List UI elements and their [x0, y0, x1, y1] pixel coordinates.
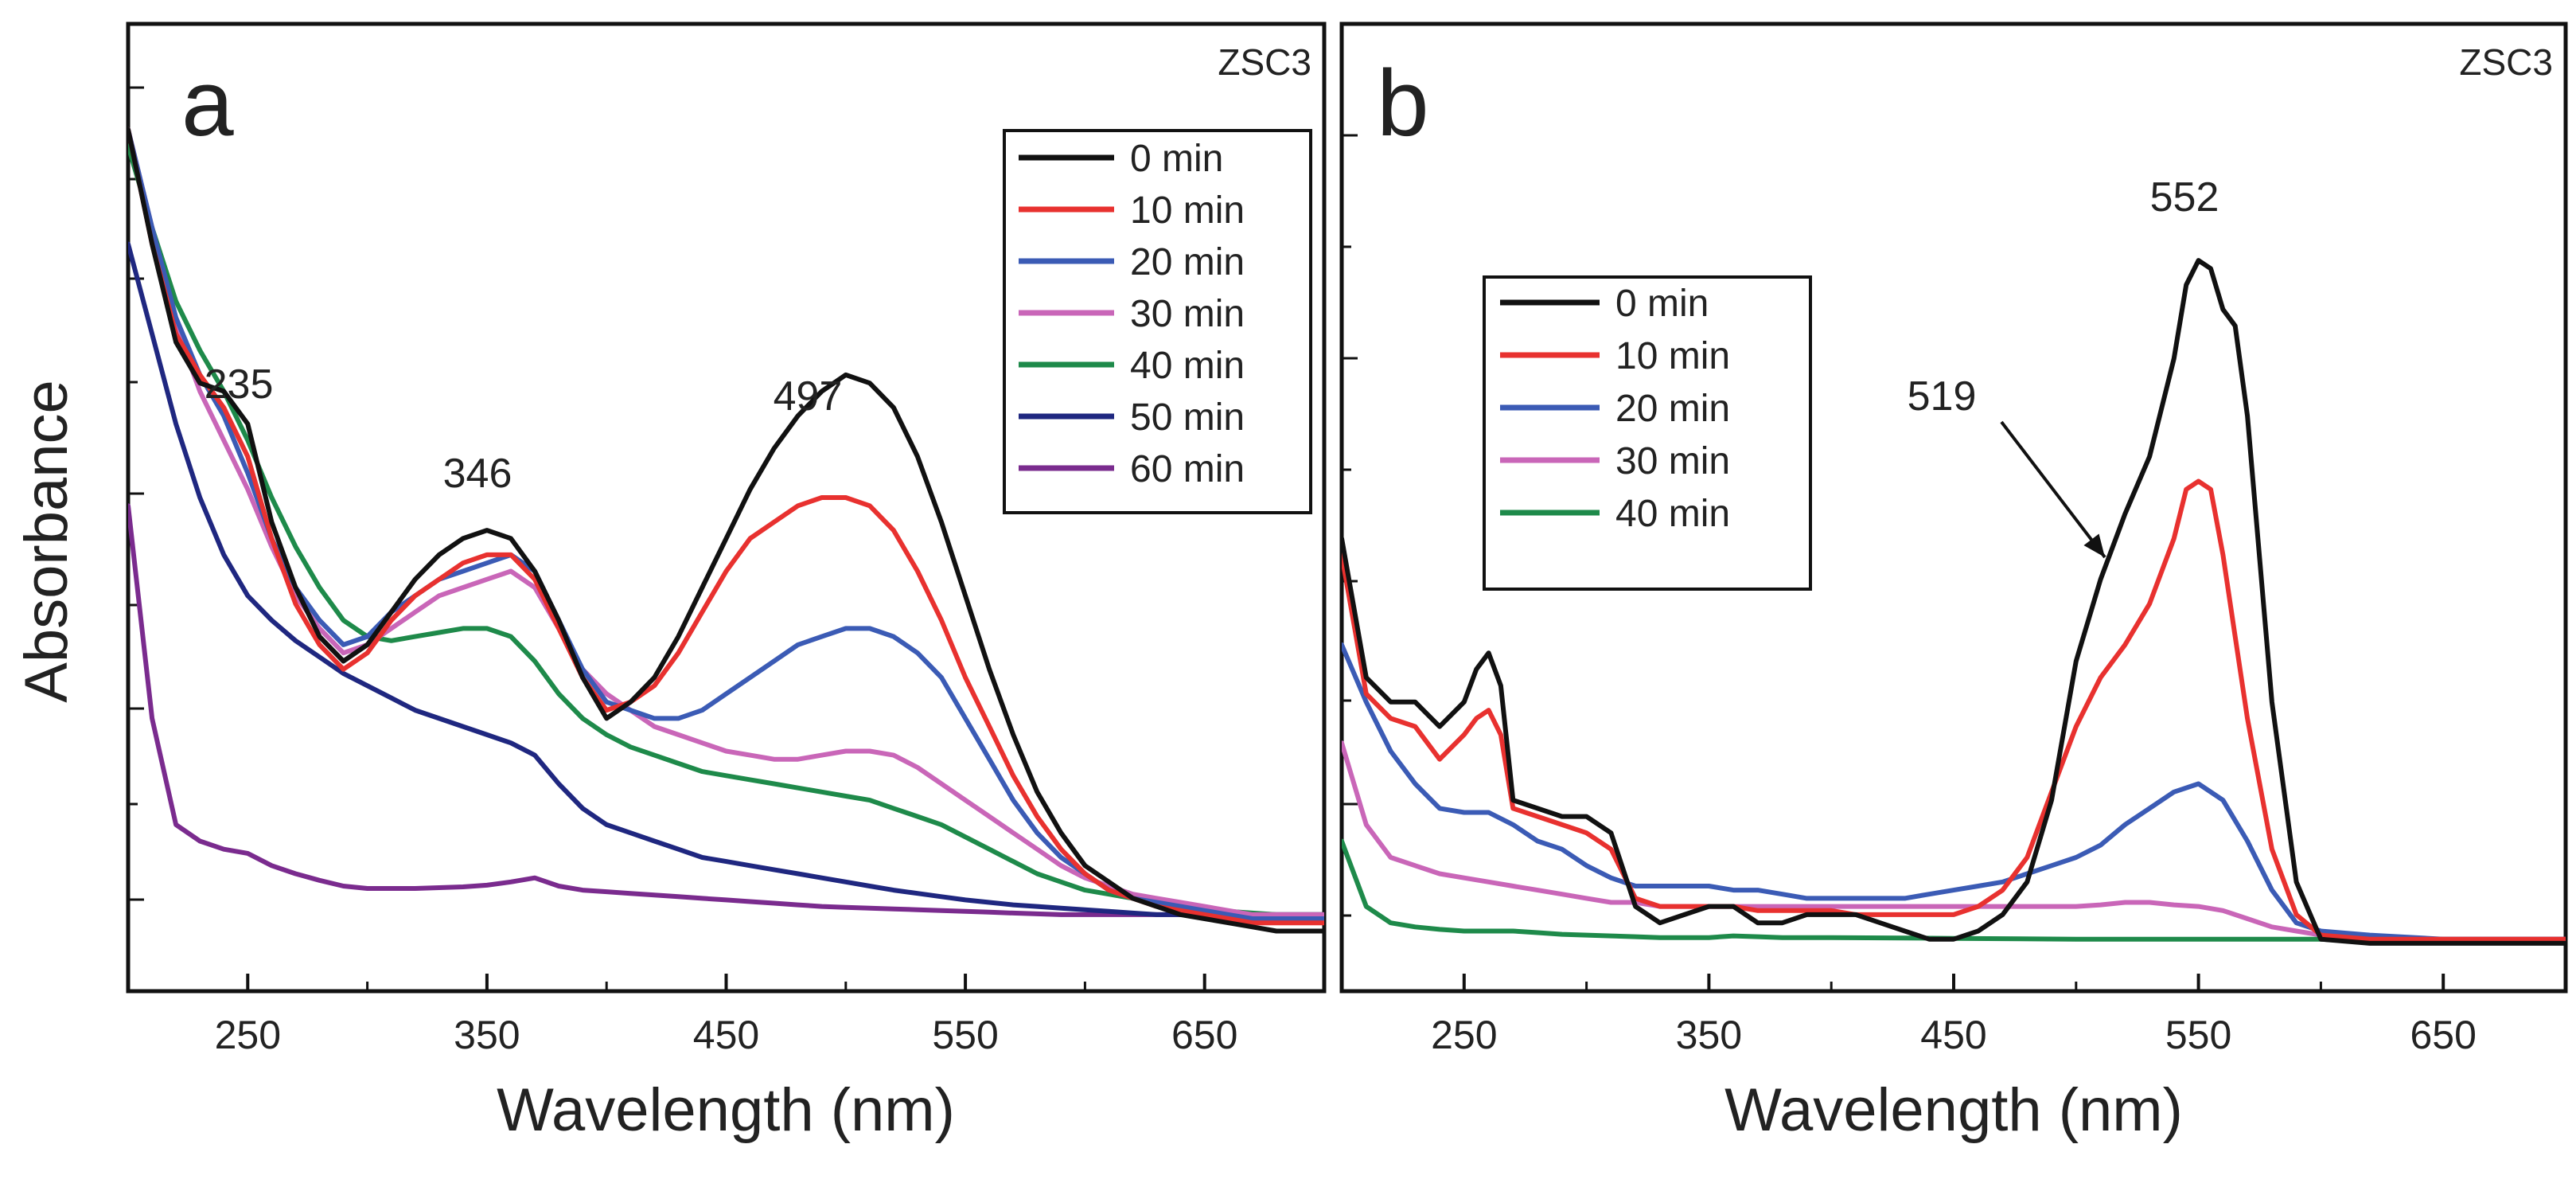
series-line-40-min	[1342, 838, 2566, 942]
peak-annotation-497: 497	[774, 373, 843, 420]
panel-b-x-tick-label: 350	[1676, 1013, 1742, 1057]
panel-a: 250 350 450 550 650 a ZSC3 235 346 497 0 min 10…	[126, 21, 1327, 1144]
series-line-0-min	[128, 127, 1324, 934]
series-line-10-min	[1342, 478, 2566, 942]
y-axis-label: Absorbance	[13, 380, 80, 703]
panel-b-x-tick-label: 450	[1920, 1013, 1986, 1057]
legend-label: 20 min	[1130, 241, 1245, 283]
panel-b-letter: b	[1377, 51, 1429, 156]
legend-label: 40 min	[1615, 493, 1730, 535]
panel-a-annotations: 235 346 497	[205, 361, 843, 497]
peak-annotation-552: 552	[2150, 174, 2219, 221]
panel-a-x-tick-label: 650	[1171, 1013, 1237, 1057]
series-line-20-min	[1342, 642, 2566, 942]
series-line-50-min	[128, 241, 1324, 917]
panel-a-x-tick-label: 350	[454, 1013, 520, 1057]
series-line-0-min	[1342, 258, 2566, 946]
panel-b-legend: 0 min 10 min 20 min 30 min 40 min	[1483, 275, 1812, 591]
panel-b-x-tick-label: 650	[2410, 1013, 2476, 1057]
legend-label: 20 min	[1615, 388, 1730, 430]
panel-a-series	[128, 127, 1324, 934]
panel-b-corner-label: ZSC3	[2459, 41, 2553, 83]
panel-a-x-tick-label: 250	[215, 1013, 281, 1057]
panel-b-legend-box	[1483, 275, 1812, 591]
legend-label: 10 min	[1615, 335, 1730, 377]
series-line-30-min	[1342, 740, 2566, 942]
legend-label: 0 min	[1130, 138, 1223, 180]
panel-a-corner-label: ZSC3	[1218, 41, 1311, 83]
panel-b-series-group	[1342, 258, 2566, 946]
legend-label: 30 min	[1615, 440, 1730, 482]
panel-b: 250 350 450 550 650 b ZSC3 552 519 0 min 10 mi…	[1339, 21, 2568, 1144]
panel-b-series	[1342, 258, 2566, 946]
panel-a-x-axis-label: Wavelength (nm)	[497, 1076, 955, 1144]
panel-a-series-group	[128, 127, 1324, 934]
panel-b-x-tick-label: 250	[1431, 1013, 1497, 1057]
panel-b-tick-labels: 250 350 450 550 650	[1431, 1013, 2477, 1057]
panel-a-ticks	[128, 86, 1206, 991]
panel-a-letter: a	[181, 51, 234, 156]
panel-b-x-axis-label: Wavelength (nm)	[1724, 1076, 2183, 1144]
panel-a-tick-labels: 250 350 450 550 650	[215, 1013, 1238, 1057]
panel-a-legend-box	[1003, 129, 1312, 514]
panel-a-x-tick-label: 450	[693, 1013, 759, 1057]
annotation-arrow-line	[2000, 420, 2106, 559]
panel-a-legend: 0 min 10 min 20 min 30 min 40 min 50 min 60 mi…	[1003, 129, 1312, 514]
peak-annotation-346: 346	[443, 451, 512, 497]
panel-a-x-tick-label: 550	[932, 1013, 998, 1057]
panel-b-annotations: 552 519	[1908, 174, 2219, 559]
legend-label: 10 min	[1130, 189, 1245, 232]
legend-label: 40 min	[1130, 345, 1245, 387]
peak-annotation-519: 519	[1908, 373, 1977, 420]
annotation-arrow-head	[2083, 533, 2105, 557]
legend-label: 60 min	[1130, 448, 1245, 490]
legend-label: 0 min	[1615, 283, 1709, 325]
panel-b-x-tick-label: 550	[2165, 1013, 2231, 1057]
peak-annotation-235: 235	[205, 361, 274, 408]
legend-label: 30 min	[1130, 293, 1245, 335]
legend-label: 50 min	[1130, 396, 1245, 439]
